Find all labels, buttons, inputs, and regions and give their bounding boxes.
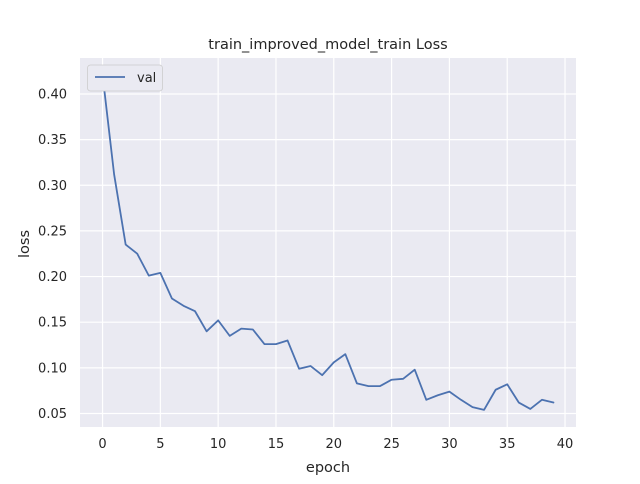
x-tick-label: 20: [326, 437, 343, 452]
y-tick-label: 0.40: [38, 87, 67, 102]
x-tick-label: 0: [98, 437, 106, 452]
y-tick-label: 0.15: [38, 316, 67, 331]
y-tick-label: 0.10: [38, 361, 67, 376]
y-axis-label: loss: [17, 230, 33, 258]
x-tick-label: 10: [210, 437, 227, 452]
y-tick-label: 0.20: [38, 270, 67, 285]
y-tick-labels: 0.05 0.10 0.15 0.20 0.25 0.30 0.35 0.40: [38, 87, 67, 422]
x-tick-label: 40: [557, 437, 574, 452]
plot-area: [80, 58, 576, 427]
x-tick-label: 30: [441, 437, 458, 452]
x-axis-label: epoch: [306, 460, 350, 476]
y-tick-label: 0.05: [38, 407, 67, 422]
x-tick-label: 15: [268, 437, 285, 452]
y-tick-label: 0.25: [38, 224, 67, 239]
chart-title: train_improved_model_train Loss: [208, 37, 447, 53]
legend: val: [88, 65, 163, 91]
y-tick-label: 0.35: [38, 133, 67, 148]
legend-label-val: val: [137, 71, 156, 86]
x-tick-labels: 0 5 10 15 20 25 30 35 40: [98, 437, 573, 452]
x-tick-label: 5: [156, 437, 164, 452]
x-tick-label: 35: [499, 437, 516, 452]
y-tick-label: 0.30: [38, 179, 67, 194]
x-tick-label: 25: [383, 437, 400, 452]
